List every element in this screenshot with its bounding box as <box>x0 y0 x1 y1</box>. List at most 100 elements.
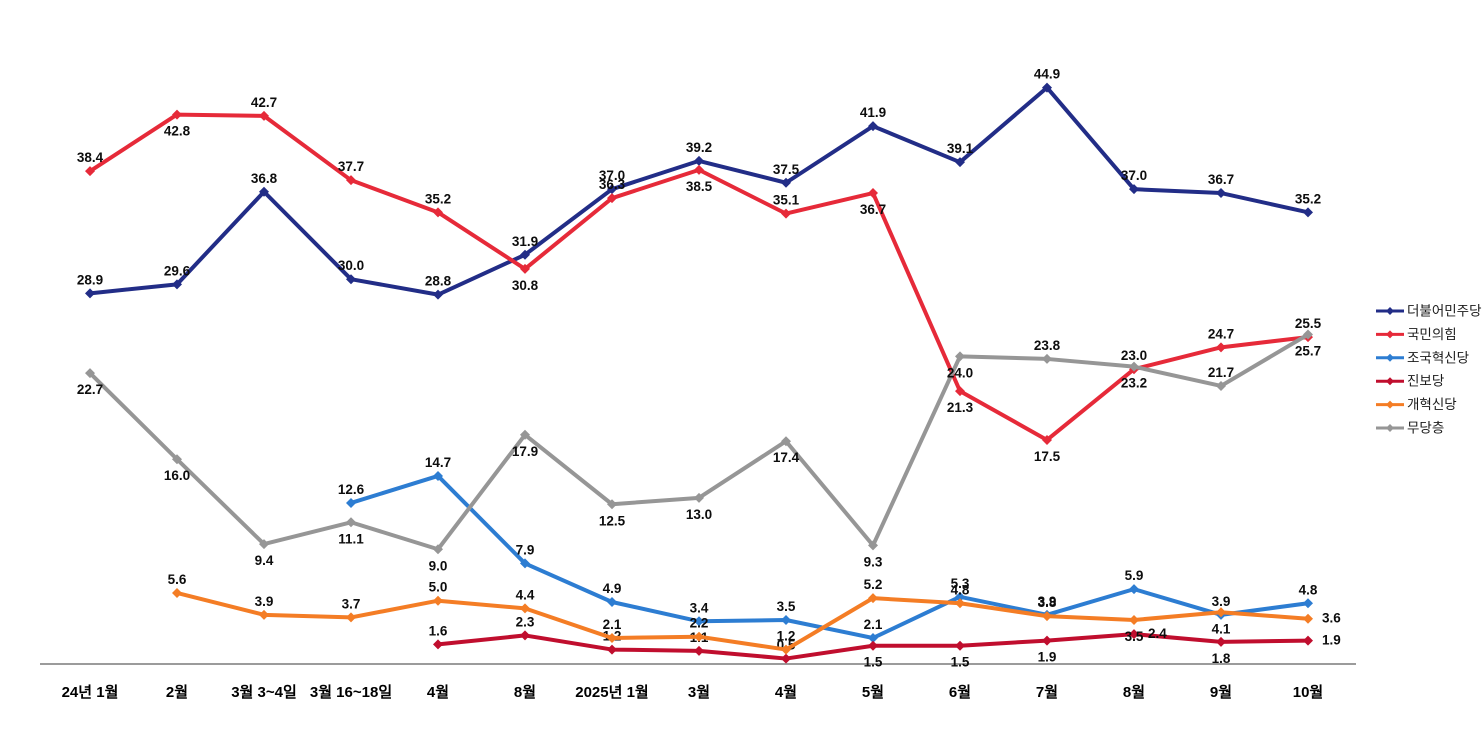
data-point-marker <box>955 351 965 362</box>
legend-label: 더불어민주당 <box>1407 304 1482 319</box>
data-label: 3.9 <box>1038 594 1057 609</box>
data-point-marker <box>607 193 617 204</box>
x-axis-label: 24년 1월 <box>62 684 119 701</box>
data-label: 9.4 <box>255 553 274 568</box>
data-point-marker <box>520 603 530 614</box>
data-label: 4.1 <box>1212 621 1231 636</box>
data-label: 35.2 <box>425 191 451 206</box>
data-point-marker <box>172 279 182 290</box>
data-point-marker <box>1216 380 1226 391</box>
data-label: 9.0 <box>429 558 448 573</box>
data-label: 9.3 <box>864 554 883 569</box>
data-label: 29.6 <box>164 263 191 278</box>
data-point-marker <box>955 598 965 609</box>
data-label: 42.8 <box>164 124 191 139</box>
data-point-marker <box>868 540 878 551</box>
x-axis-label: 3월 3~4일 <box>231 684 297 701</box>
series-line-rebuilding-korea-party <box>349 473 1310 640</box>
data-label: 5.2 <box>864 577 883 592</box>
data-point-marker <box>1129 629 1139 640</box>
x-axis-label: 4월 <box>427 684 449 701</box>
series-no-party: 22.7 16.0 9.4 11.1 9.0 17.9 12.5 13.0 17.4 9.3 24.… <box>77 329 1321 573</box>
data-point-marker <box>172 109 182 120</box>
data-point-marker <box>433 289 443 300</box>
x-axis-label: 7월 <box>1036 684 1058 701</box>
data-point-marker <box>1303 598 1313 609</box>
data-point-marker <box>781 614 791 625</box>
data-label: 5.6 <box>168 572 187 587</box>
data-label: 36.7 <box>1208 172 1234 187</box>
data-label: 36.7 <box>860 202 886 217</box>
x-axis-label: 3월 16~18일 <box>310 684 392 701</box>
data-label: 37.0 <box>1121 168 1147 183</box>
data-point-marker <box>868 188 878 199</box>
data-point-marker <box>1216 607 1226 618</box>
series-minjoo-party: 28.9 29.6 36.8 30.0 28.8 31.9 37.0 39.2 37.5 41.9… <box>77 67 1321 300</box>
data-point-marker <box>1129 584 1139 595</box>
data-label: 37.5 <box>773 162 800 177</box>
data-label: 30.0 <box>338 258 364 273</box>
data-point-marker <box>955 157 965 168</box>
data-point-marker <box>1042 82 1052 93</box>
data-label: 25.5 <box>1295 316 1322 331</box>
x-axis-label: 8월 <box>1123 684 1145 701</box>
data-label: 5.3 <box>951 576 970 591</box>
data-label: 1.2 <box>777 629 796 644</box>
data-point-marker <box>520 429 530 440</box>
data-point-marker <box>607 184 617 195</box>
legend-label: 조국혁신당 <box>1407 350 1469 365</box>
x-axis-label: 4월 <box>775 684 797 701</box>
data-point-marker <box>85 288 95 299</box>
legend-item-minjoo-party: 더불어민주당 <box>1376 304 1482 319</box>
x-axis-label: 6월 <box>949 684 971 701</box>
data-label: 24.0 <box>947 365 973 380</box>
data-label: 2.4 <box>1148 626 1167 641</box>
legend-item-people-power-party: 국민의힘 <box>1376 327 1457 342</box>
data-point-marker <box>1042 635 1052 646</box>
data-label: 17.9 <box>512 444 538 459</box>
data-label: 4.8 <box>1299 582 1318 597</box>
series-jinbo-party: 1.62.31.21.10.51.51.51.92.41.81.9 <box>429 614 1341 669</box>
data-point-marker <box>1042 353 1052 364</box>
data-point-marker <box>346 175 356 186</box>
data-point-marker <box>868 121 878 132</box>
data-label: 41.9 <box>860 105 886 120</box>
data-label: 3.4 <box>690 600 709 615</box>
x-axis-label: 5월 <box>862 684 884 701</box>
data-label: 42.7 <box>251 95 277 110</box>
data-label: 1.5 <box>864 655 883 670</box>
legend-label: 진보당 <box>1407 374 1444 389</box>
legend-label: 무당층 <box>1407 421 1444 436</box>
data-point-marker <box>1042 434 1052 445</box>
legend-diamond-icon <box>1386 377 1394 386</box>
data-label: 39.1 <box>947 141 974 156</box>
data-label: 38.4 <box>77 150 104 165</box>
data-point-marker <box>955 386 965 397</box>
legend-item-no-party: 무당층 <box>1376 421 1444 436</box>
data-point-marker <box>172 454 182 465</box>
data-label: 37.0 <box>599 168 625 183</box>
data-point-marker <box>694 631 704 642</box>
data-point-marker <box>520 249 530 260</box>
data-label: 1.8 <box>1212 651 1231 666</box>
data-point-marker <box>1303 613 1313 624</box>
data-point-marker <box>1216 188 1226 199</box>
data-point-marker <box>1129 184 1139 195</box>
legend-diamond-icon <box>1386 330 1394 339</box>
data-label: 17.5 <box>1034 449 1061 464</box>
data-label: 5.9 <box>1125 568 1144 583</box>
data-point-marker <box>520 263 530 274</box>
data-label: 39.2 <box>686 140 712 155</box>
data-point-marker <box>1129 614 1139 625</box>
legend-item-jinbo-party: 진보당 <box>1376 374 1444 389</box>
legend-label: 개혁신당 <box>1407 397 1457 412</box>
data-label: 22.7 <box>77 382 103 397</box>
data-point-marker <box>607 632 617 643</box>
series-rebuilding-korea-party: 12.6 14.7 7.9 4.9 3.4 3.5 2.1 5.3 3.9 5.9 3.9 4.8 <box>338 455 1318 643</box>
data-label: 3.7 <box>342 596 361 611</box>
data-label: 5.0 <box>429 580 448 595</box>
data-label: 3.9 <box>255 594 274 609</box>
data-label: 30.8 <box>512 278 539 293</box>
